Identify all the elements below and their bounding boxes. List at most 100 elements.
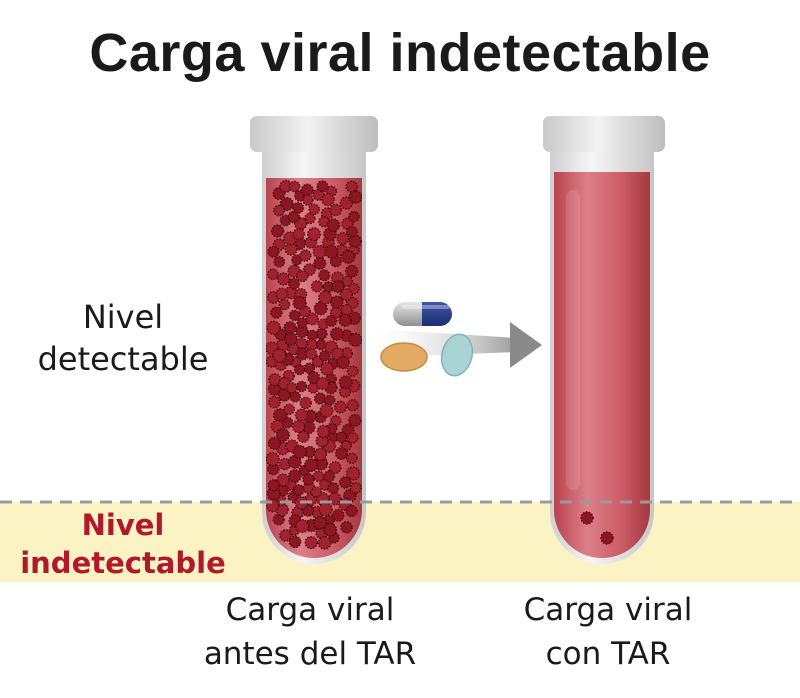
virus-particle-icon: [266, 320, 281, 335]
virus-particle-icon: [287, 455, 302, 469]
virus-particle-icon: [319, 403, 334, 418]
virus-particle-icon: [268, 395, 281, 409]
virus-particle-icon: [315, 327, 328, 340]
virus-particle-icon: [313, 456, 329, 471]
virus-particle-icon: [287, 210, 300, 224]
virus-particle-icon: [316, 180, 329, 193]
virus-particle-icon: [346, 225, 358, 238]
virus-particle-icon: [297, 430, 310, 443]
virus-particle-icon: [345, 504, 358, 518]
virus-particle-icon: [348, 190, 362, 204]
virus-particle-icon: [295, 380, 308, 393]
virus-particle-icon: [339, 476, 352, 489]
virus-particle-icon: [295, 519, 310, 534]
virus-particle-icon: [305, 348, 318, 360]
virus-particle-icon: [580, 511, 614, 545]
virus-particle-icon: [348, 413, 362, 428]
detectable-level-label: Nivel detectable: [37, 298, 209, 378]
virus-particle-icon: [319, 350, 331, 362]
virus-particle-icon: [313, 392, 327, 405]
capsule-icon: [393, 302, 452, 326]
virus-particle-icon: [284, 332, 298, 347]
virus-particle-icon: [321, 192, 335, 207]
virus-particle-icon: [299, 249, 312, 262]
virus-particle-icon: [313, 447, 328, 462]
virus-particle-icon: [310, 280, 324, 293]
virus-particle-icon: [307, 227, 321, 242]
round-tablet-icon: [380, 342, 428, 372]
virus-particle-icon: [323, 394, 336, 406]
tube-cap: [543, 116, 665, 152]
virus-particle-icon: [318, 269, 331, 282]
virus-particle-icon: [276, 473, 290, 487]
virus-particle-icon: [324, 244, 339, 259]
virus-particle-icon: [346, 365, 359, 377]
virus-particle-icon: [340, 303, 353, 317]
virus-particle-icon: [349, 481, 362, 494]
virus-particle-icon: [328, 461, 342, 475]
virus-particle-icon: [329, 295, 344, 309]
virus-particle-icon: [279, 196, 294, 212]
virus-particle-icon: [325, 314, 338, 327]
virus-particle-icon: [296, 317, 308, 329]
caption-with-art: Carga viral con TAR: [523, 592, 693, 672]
virus-particle-icon: [334, 447, 348, 460]
virus-particle-icon: [284, 242, 298, 256]
virus-particle-icon: [299, 396, 312, 410]
virus-particle-icon: [326, 218, 341, 232]
virus-particle-icon: [323, 470, 336, 483]
virus-particle-icon: [294, 408, 309, 422]
virus-particle-icon: [333, 400, 347, 414]
virus-particle-icon: [304, 457, 319, 473]
virus-particle-icon: [318, 502, 333, 517]
virus-particle-icon: [346, 452, 358, 464]
virus-particle-icon: [346, 466, 361, 481]
virus-particle-icon: [291, 419, 306, 434]
virus-particle-icon: [267, 268, 279, 281]
virus-particle-icon: [331, 279, 345, 294]
virus-particle-icon: [273, 255, 286, 268]
virus-particle-icon: [278, 298, 291, 311]
virus-particle-icon: [273, 204, 285, 217]
virus-particle-icon: [346, 399, 359, 412]
virus-particle-icon: [266, 452, 280, 467]
virus-particle-icon: [313, 301, 328, 316]
virus-particle-icon: [346, 431, 359, 444]
virus-particle-icon: [304, 535, 318, 550]
virus-particle-icon: [307, 382, 320, 394]
virus-particle-icon: [300, 183, 314, 197]
virus-particle-icon: [323, 522, 338, 537]
virus-particle-icon: [329, 203, 342, 217]
virus-particle-icon: [348, 234, 362, 248]
virus-particle-icon: [313, 256, 327, 271]
virus-particle-icon: [338, 313, 352, 327]
virus-particle-icon: [302, 473, 315, 486]
virus-particle-icon: [286, 382, 298, 394]
virus-particle-icon: [275, 287, 289, 301]
virus-particle-icon: [340, 347, 353, 360]
virus-particle-icon: [292, 484, 305, 497]
virus-particle-icon: [312, 244, 327, 259]
virus-particle-icon: [336, 355, 350, 370]
virus-particle-icon: [267, 436, 281, 450]
virus-particle-icon: [331, 508, 345, 522]
virus-particle-icon: [330, 327, 344, 341]
virus-particle-icon: [292, 295, 307, 311]
virus-particle-icon: [279, 529, 292, 542]
virus-particle-icon: [305, 338, 318, 351]
virus-particle-icon: [316, 424, 331, 439]
virus-particle-icon: [292, 227, 305, 241]
virus-particle-icon: [338, 375, 353, 390]
virus-particle-icon: [270, 306, 283, 319]
virus-particle-icon: [292, 444, 307, 459]
virus-particle-icon: [267, 462, 280, 476]
virus-particle-icon: [270, 224, 285, 238]
virus-particle-icon: [320, 361, 335, 376]
virus-particle-icon: [288, 535, 302, 549]
virus-particle-icon: [272, 513, 285, 526]
virus-particle-icon: [308, 203, 320, 216]
undetectable-level-label: Nivel indetectable: [20, 508, 226, 580]
virus-particle-icon: [267, 245, 280, 258]
virus-particle-icon: [293, 363, 306, 376]
undetectable-band: [0, 502, 800, 582]
